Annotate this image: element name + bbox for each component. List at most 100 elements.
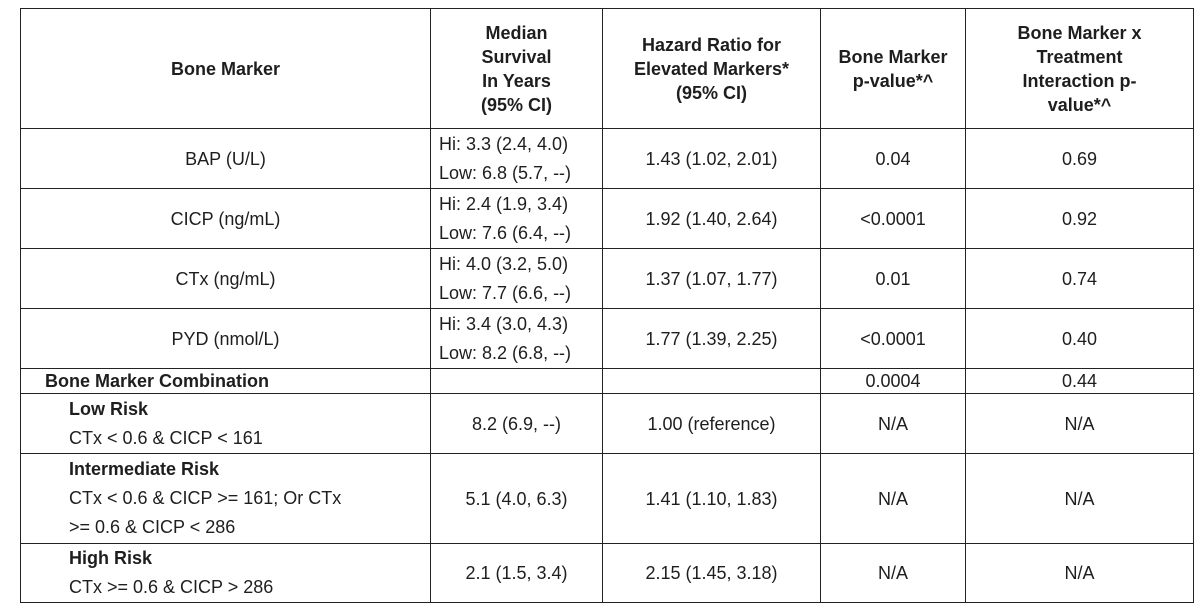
marker-name: CTx (ng/mL) <box>175 268 276 289</box>
interaction-p: N/A <box>1064 563 1095 583</box>
hazard-ratio: 1.92 (1.40, 2.64) <box>645 208 778 229</box>
median-line: Hi: 4.0 (3.2, 5.0) <box>439 253 569 274</box>
median-line: Low: 7.7 (6.6, --) <box>439 282 572 303</box>
marker-row: BAP (U/L) Hi: 3.3 (2.4, 4.0) Low: 6.8 (5.7… <box>20 128 1194 189</box>
median: 5.1 (4.0, 6.3) <box>465 488 568 509</box>
header-cell: Bone Marker <box>20 8 431 129</box>
median-line: Low: 6.8 (5.7, --) <box>439 162 572 183</box>
median-cell: 8.2 (6.9, --) <box>430 393 603 454</box>
p-value: N/A <box>877 563 908 583</box>
p-value-cell: N/A <box>820 453 966 544</box>
p-value-cell: N/A <box>820 543 966 603</box>
median-line: Hi: 3.4 (3.0, 4.3) <box>439 313 569 334</box>
header-line: Bone Marker x <box>1017 22 1142 43</box>
table-body: BAP (U/L) Hi: 3.3 (2.4, 4.0) Low: 6.8 (5.7… <box>20 128 1194 603</box>
header-line: Elevated Markers* <box>633 58 790 79</box>
hazard-ratio: 1.43 (1.02, 2.01) <box>645 148 778 169</box>
interaction-p-cell: N/A <box>965 393 1194 454</box>
median-cell: 2.1 (1.5, 3.4) <box>430 543 603 603</box>
interaction-p: 0.44 <box>1061 371 1098 391</box>
interaction-p-cell: N/A <box>965 453 1194 544</box>
risk-group: Intermediate Risk <box>69 459 220 479</box>
interaction-p: 0.40 <box>1061 328 1098 349</box>
header-line: Median <box>485 22 548 43</box>
hazard-ratio-cell: 1.92 (1.40, 2.64) <box>602 188 821 249</box>
risk-cell: Intermediate Risk CTx < 0.6 & CICP >= 161… <box>20 453 431 544</box>
median-cell: Hi: 3.4 (3.0, 4.3) Low: 8.2 (6.8, --) <box>430 308 603 369</box>
header-cell: Hazard Ratio for Elevated Markers* (95% CI… <box>602 8 821 129</box>
p-value: N/A <box>877 488 908 509</box>
interaction-p: N/A <box>1064 488 1095 509</box>
interaction-p: 0.69 <box>1061 148 1098 169</box>
header-cell: Median Survival In Years (95% CI) <box>430 8 603 129</box>
survival-table: Bone Marker Median Survival In Years (95% CI… <box>20 8 1194 603</box>
interaction-p: N/A <box>1064 413 1095 434</box>
header-line: Treatment <box>1036 46 1123 67</box>
hazard-ratio-cell: 2.15 (1.45, 3.18) <box>602 543 821 603</box>
header-row: Bone Marker Median Survival In Years (95% CI… <box>20 8 1194 129</box>
marker-cell: PYD (nmol/L) <box>20 308 431 369</box>
hazard-ratio: 1.00 (reference) <box>647 413 776 434</box>
interaction-p-cell: 0.40 <box>965 308 1194 369</box>
hazard-ratio-cell: 1.43 (1.02, 2.01) <box>602 128 821 189</box>
hazard-ratio-cell: 1.77 (1.39, 2.25) <box>602 308 821 369</box>
risk-group: High Risk <box>69 548 153 568</box>
header-line: Interaction p- <box>1022 70 1137 91</box>
p-value: 0.0004 <box>865 371 921 391</box>
p-value-cell: N/A <box>820 393 966 454</box>
combination-label: Bone Marker Combination <box>45 371 270 391</box>
risk-group: Low Risk <box>69 398 149 419</box>
header-line: (95% CI) <box>675 82 747 103</box>
hazard-ratio: 1.77 (1.39, 2.25) <box>645 328 778 349</box>
risk-row: Intermediate Risk CTx < 0.6 & CICP >= 161… <box>20 453 1194 544</box>
marker-name: CICP (ng/mL) <box>170 208 281 229</box>
median: 2.1 (1.5, 3.4) <box>465 563 568 583</box>
header-line: value*^ <box>1047 94 1112 115</box>
interaction-p-cell: 0.44 <box>965 368 1194 394</box>
hazard-ratio-cell: 1.41 (1.10, 1.83) <box>602 453 821 544</box>
marker-cell: CICP (ng/mL) <box>20 188 431 249</box>
header-line: Bone Marker <box>838 46 948 67</box>
interaction-p-cell: 0.92 <box>965 188 1194 249</box>
median-cell: Hi: 3.3 (2.4, 4.0) Low: 6.8 (5.7, --) <box>430 128 603 189</box>
interaction-p-cell: 0.69 <box>965 128 1194 189</box>
empty-cell <box>430 368 603 394</box>
p-value-cell: 0.01 <box>820 248 966 309</box>
interaction-p-cell: N/A <box>965 543 1194 603</box>
header-line: In Years <box>482 70 551 91</box>
table-wrap: Bone Marker Median Survival In Years (95% CI… <box>20 8 1194 603</box>
marker-cell: BAP (U/L) <box>20 128 431 189</box>
marker-row: CICP (ng/mL) Hi: 2.4 (1.9, 3.4) Low: 7.6 (… <box>20 188 1194 249</box>
marker-row: PYD (nmol/L) Hi: 3.4 (3.0, 4.3) Low: 8.2 (… <box>20 308 1194 369</box>
risk-criteria: >= 0.6 & CICP < 286 <box>69 517 236 537</box>
interaction-p-cell: 0.74 <box>965 248 1194 309</box>
hazard-ratio-cell: 1.00 (reference) <box>602 393 821 454</box>
combination-row: Bone Marker Combination 0.0004 0.44 <box>20 368 1194 394</box>
combination-cell: Bone Marker Combination <box>20 368 431 394</box>
median: 8.2 (6.9, --) <box>471 413 562 434</box>
header-line: (95% CI) <box>480 94 552 115</box>
p-value: <0.0001 <box>860 328 926 349</box>
p-value: <0.0001 <box>860 208 926 229</box>
p-value-cell: 0.0004 <box>820 368 966 394</box>
empty-cell <box>602 368 821 394</box>
risk-row: Low Risk CTx < 0.6 & CICP < 161 8.2 (6.9, … <box>20 393 1194 454</box>
median-line: Hi: 3.3 (2.4, 4.0) <box>439 133 569 154</box>
marker-name: PYD (nmol/L) <box>171 328 280 349</box>
median-line: Low: 7.6 (6.4, --) <box>439 222 572 243</box>
risk-criteria: CTx >= 0.6 & CICP > 286 <box>69 577 274 597</box>
risk-criteria: CTx < 0.6 & CICP < 161 <box>69 427 263 448</box>
header-cell: Bone Marker p-value*^ <box>820 8 966 129</box>
p-value-cell: 0.04 <box>820 128 966 189</box>
median-cell: Hi: 2.4 (1.9, 3.4) Low: 7.6 (6.4, --) <box>430 188 603 249</box>
median-line: Low: 8.2 (6.8, --) <box>439 342 572 363</box>
header-cell: Bone Marker x Treatment Interaction p-valu… <box>965 8 1194 129</box>
risk-criteria: CTx < 0.6 & CICP >= 161; Or CTx <box>69 488 342 508</box>
header-line: p-value*^ <box>852 70 934 91</box>
risk-cell: Low Risk CTx < 0.6 & CICP < 161 <box>20 393 431 454</box>
header-line: Survival <box>481 46 552 67</box>
marker-cell: CTx (ng/mL) <box>20 248 431 309</box>
p-value: 0.04 <box>875 148 911 169</box>
header-line: Bone Marker <box>170 58 281 79</box>
